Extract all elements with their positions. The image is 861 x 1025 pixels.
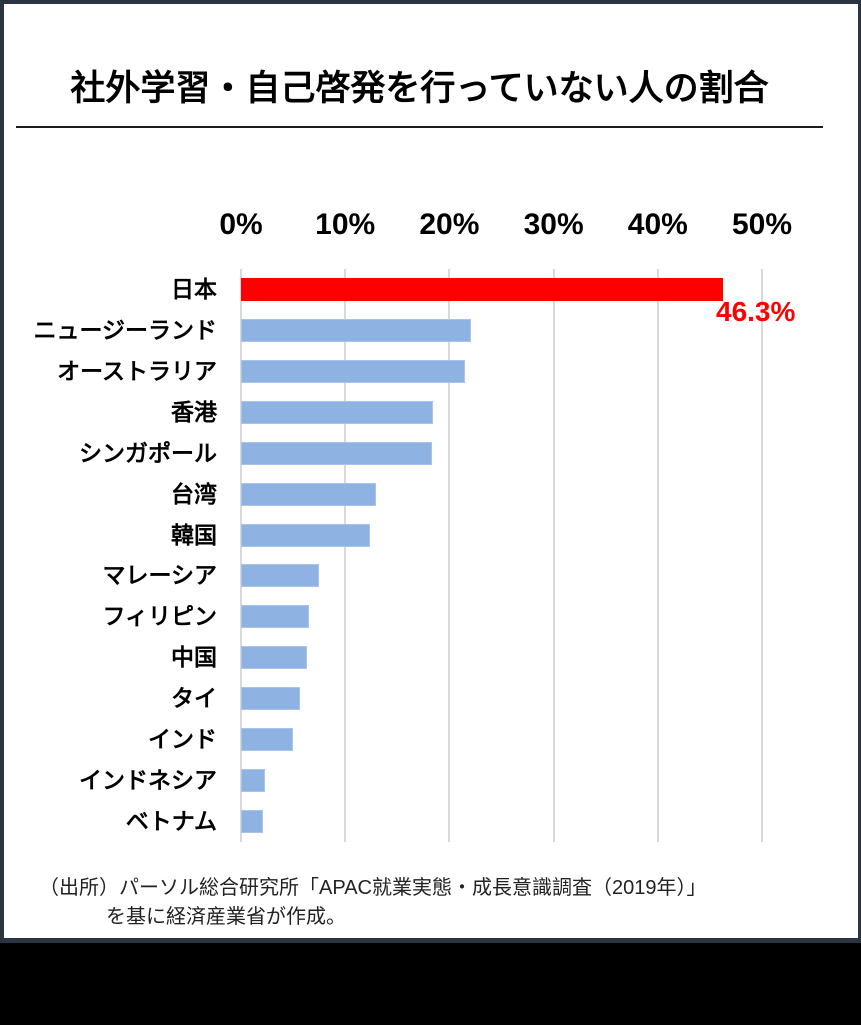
gridline (761, 269, 763, 842)
x-axis-tick-label: 20% (419, 208, 480, 241)
category-label: インド (148, 726, 217, 753)
bar (241, 318, 472, 342)
bar (241, 441, 432, 465)
x-axis: 0% 10% 20% 30% 40% 50% (219, 208, 792, 244)
japan-value-label: 46.3% (716, 296, 796, 327)
slide-frame: 社外学習・自己啓発を行っていない人の割合 0% 10% 20% 30% 40% 50% 日… (0, 0, 861, 943)
category-label: 韓国 (171, 521, 217, 548)
bar-row (241, 719, 762, 760)
bar-row (241, 760, 762, 801)
title-underline (16, 126, 823, 128)
x-axis-tick-label: 30% (523, 208, 584, 241)
bar (241, 523, 371, 547)
source-note: （出所）パーソル総合研究所「APAC就業実態・成長意識調査（2019年）」 を基… (39, 874, 706, 932)
source-line-1: （出所）パーソル総合研究所「APAC就業実態・成長意識調査（2019年）」 (39, 877, 707, 899)
bar-row (241, 637, 762, 678)
category-label: インドネシア (79, 767, 217, 794)
x-axis-tick-label: 50% (731, 208, 793, 241)
category-label: タイ (171, 685, 217, 712)
category-label: ニュージーランド (33, 316, 217, 343)
category-label: 台湾 (171, 480, 217, 507)
bar (241, 482, 377, 506)
gridline (552, 269, 555, 842)
bar-row (241, 596, 762, 637)
category-label: 中国 (171, 644, 217, 671)
bar (241, 687, 301, 711)
gridline (344, 269, 347, 842)
bar-row (241, 433, 762, 474)
bar (241, 564, 320, 588)
gridline (656, 269, 659, 842)
category-label: フィリピン (102, 603, 217, 630)
category-label: オーストラリア (57, 357, 217, 384)
x-axis-tick-label: 10% (315, 208, 376, 241)
bar-row (241, 269, 762, 310)
bar-row (241, 801, 762, 842)
category-label: シンガポール (79, 439, 217, 466)
bar-row (241, 678, 762, 719)
bar-row (241, 474, 762, 515)
bar-highlighted (241, 278, 724, 301)
bar-row (241, 351, 762, 392)
x-axis-tick-label: 40% (627, 208, 688, 241)
gridline (240, 269, 242, 842)
bar-row (241, 392, 762, 433)
bar-row (241, 555, 762, 596)
bar (241, 809, 263, 833)
chart-title: 社外学習・自己啓発を行っていない人の割合 (70, 69, 769, 108)
bar (241, 646, 307, 670)
bar-row (241, 310, 762, 351)
bar (241, 359, 466, 383)
bar (241, 400, 433, 424)
category-label: 香港 (171, 398, 217, 425)
category-labels: 日本ニュージーランドオーストラリア香港シンガポール台湾韓国マレーシアフィリピン中… (4, 269, 217, 842)
source-line-2: を基に経済産業省が作成。 (106, 906, 346, 928)
x-axis-tick-label: 0% (219, 208, 263, 241)
bar (241, 605, 309, 629)
bar (241, 728, 294, 752)
category-label: 日本 (171, 276, 217, 302)
plot-area (240, 269, 763, 842)
bar-row (241, 515, 762, 556)
category-label: ベトナム (125, 807, 217, 834)
gridline (448, 269, 451, 842)
category-label: マレーシア (102, 562, 217, 589)
bar (241, 769, 265, 793)
